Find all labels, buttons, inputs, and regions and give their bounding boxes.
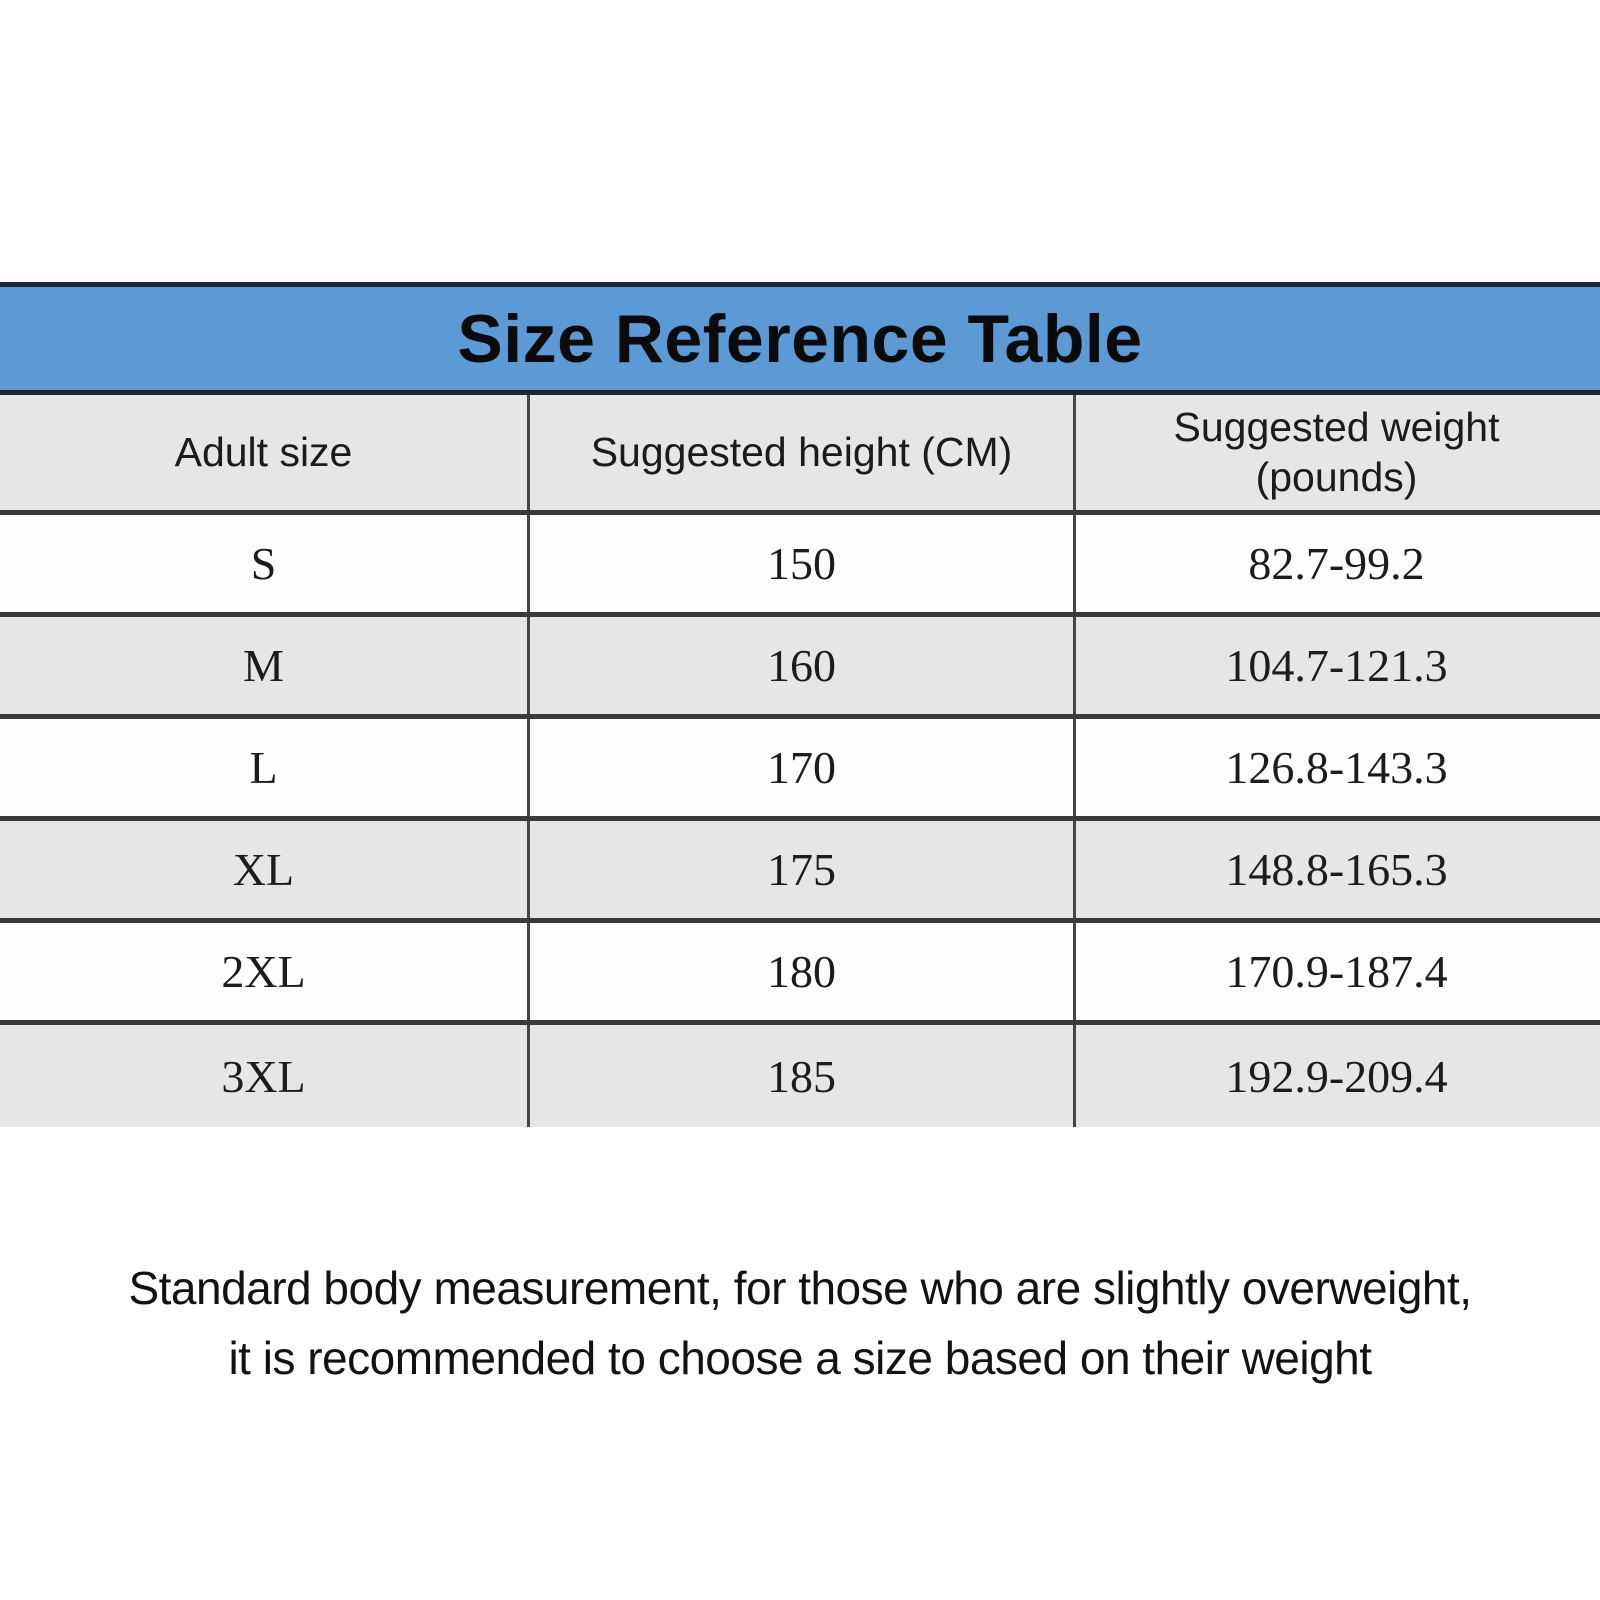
table-header-row: Adult size Suggested height (CM) Suggest… [0,395,1600,515]
table-row-s: S 150 82.7-99.2 [0,515,1600,617]
table-row-xl: XL 175 148.8-165.3 [0,821,1600,923]
size-cell: S [0,515,530,612]
size-cell: L [0,719,530,816]
weight-cell: 170.9-187.4 [1225,946,1448,997]
weight-cell: 148.8-165.3 [1225,844,1448,895]
title-band: Size Reference Table [0,282,1600,395]
footer-line-1: Standard body measurement, for those who… [128,1262,1472,1314]
size-reference-table: Adult size Suggested height (CM) Suggest… [0,395,1600,1127]
column-header-suggested-weight: Suggested weight (pounds) [1173,404,1500,500]
size-cell: 2XL [0,923,530,1020]
height-cell: 160 [530,617,1076,714]
height-cell: 185 [530,1025,1076,1127]
weight-cell: 104.7-121.3 [1225,640,1448,691]
size-cell: M [0,617,530,714]
height-cell: 170 [530,719,1076,816]
weight-cell: 192.9-209.4 [1225,1050,1448,1102]
height-cell: 175 [530,821,1076,918]
footer-line-2: it is recommended to choose a size based… [228,1332,1372,1384]
table-row-m: M 160 104.7-121.3 [0,617,1600,719]
table-row-l: L 170 126.8-143.3 [0,719,1600,821]
weight-cell: 126.8-143.3 [1225,742,1448,793]
height-cell: 150 [530,515,1076,612]
weight-cell: 82.7-99.2 [1248,538,1425,589]
footer-note: Standard body measurement, for those who… [0,1253,1600,1393]
column-header-suggested-height: Suggested height (CM) [530,395,1076,510]
size-cell: 3XL [0,1025,530,1127]
table-row-3xl: 3XL 185 192.9-209.4 [0,1025,1600,1127]
page-title: Size Reference Table [457,300,1143,377]
table-row-2xl: 2XL 180 170.9-187.4 [0,923,1600,1025]
size-cell: XL [0,821,530,918]
column-header-adult-size: Adult size [0,395,530,510]
height-cell: 180 [530,923,1076,1020]
